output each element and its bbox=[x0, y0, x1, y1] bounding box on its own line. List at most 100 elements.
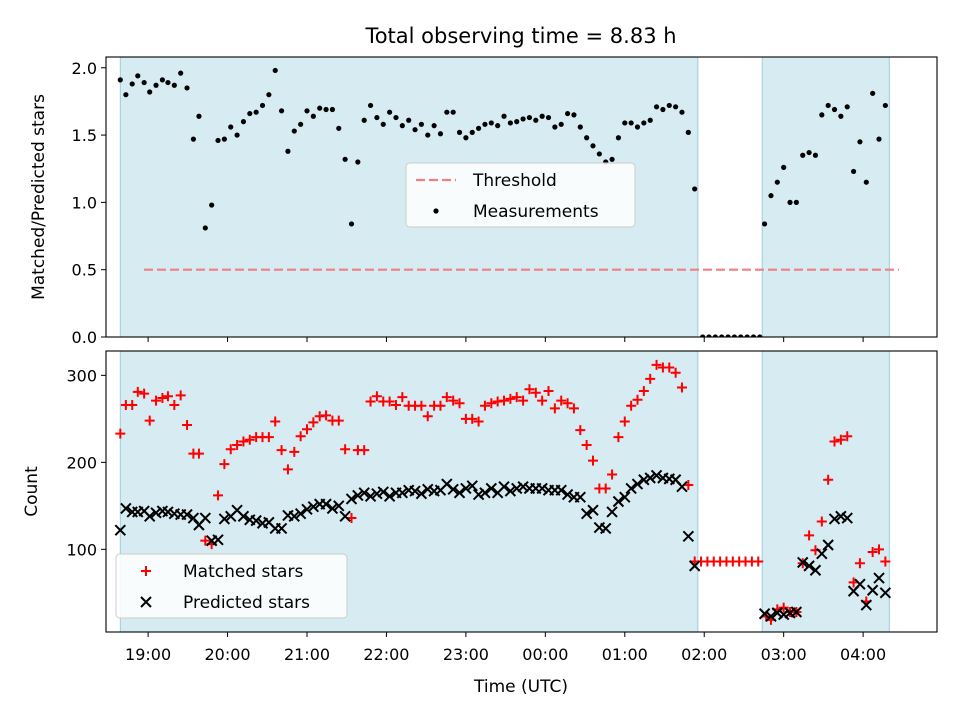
matched-stars-point bbox=[371, 391, 382, 402]
predicted-stars-point bbox=[250, 514, 262, 527]
matched-stars-point bbox=[182, 419, 193, 430]
predicted-stars-point bbox=[237, 510, 250, 523]
predicted-stars-point bbox=[879, 587, 892, 599]
measurements-point bbox=[571, 112, 577, 118]
x-tick-label: 01:00 bbox=[602, 645, 648, 664]
predicted-stars-point bbox=[511, 482, 523, 495]
measurements-point bbox=[323, 106, 329, 113]
measurements-point bbox=[558, 121, 564, 127]
y-tick-label: 200 bbox=[66, 453, 97, 472]
measurements-point bbox=[437, 131, 444, 137]
measurements-point bbox=[596, 151, 602, 157]
predicted-stars-point bbox=[600, 522, 612, 535]
measurements-point bbox=[653, 104, 660, 110]
measurements-point bbox=[819, 112, 825, 118]
measurements-point bbox=[153, 82, 159, 88]
measurements-point bbox=[215, 137, 221, 144]
matched-stars-point bbox=[676, 382, 687, 393]
measurements-point bbox=[147, 89, 153, 95]
predicted-stars-point bbox=[803, 560, 815, 572]
measurements-point bbox=[526, 114, 533, 121]
matched-stars-point bbox=[632, 394, 643, 405]
matched-stars-point bbox=[454, 398, 465, 409]
predicted-stars-point bbox=[650, 469, 663, 482]
predicted-stars-point bbox=[873, 572, 885, 584]
predicted-stars-point bbox=[339, 510, 351, 523]
matched-stars-point bbox=[162, 391, 173, 402]
measurements-point bbox=[615, 135, 622, 141]
matched-stars-point bbox=[448, 395, 459, 406]
measurements-point bbox=[679, 109, 685, 115]
counts-axes-frame bbox=[105, 350, 938, 633]
predicted-stars-point bbox=[574, 491, 586, 503]
predicted-stars-point bbox=[638, 474, 650, 486]
measurements-point bbox=[774, 179, 780, 185]
measurements-point bbox=[488, 120, 494, 126]
matched-stars-point bbox=[568, 403, 579, 414]
measurements-point bbox=[768, 193, 774, 199]
predicted-stars-point bbox=[625, 482, 637, 495]
predicted-stars-point bbox=[580, 507, 593, 520]
matched-stars-point bbox=[619, 416, 630, 427]
measurements-point bbox=[666, 102, 672, 109]
matched-stars-point bbox=[232, 439, 243, 450]
x-axis-label: Time (UTC) bbox=[473, 677, 568, 697]
measurements-point bbox=[787, 199, 793, 205]
measurements-point bbox=[692, 186, 698, 192]
matched-stars-point bbox=[518, 395, 529, 406]
legend-box bbox=[115, 553, 348, 619]
legend-matched-stars-swatch bbox=[141, 566, 151, 576]
counts-legend: Matched stars Predicted stars bbox=[115, 553, 348, 619]
matched-stars-point bbox=[835, 434, 846, 445]
measurements-point bbox=[259, 102, 266, 109]
matched-stars-point bbox=[132, 386, 143, 397]
measurements-point bbox=[725, 334, 731, 337]
measurements-point bbox=[545, 114, 552, 121]
predicted-stars-point bbox=[212, 534, 224, 546]
x-tick-label: 23:00 bbox=[443, 645, 489, 664]
matched-stars-point bbox=[390, 399, 401, 410]
x-tick-label: 00:00 bbox=[522, 645, 568, 664]
predicted-stars-point bbox=[816, 547, 828, 560]
predicted-stars-point bbox=[790, 606, 803, 618]
predicted-stars-point bbox=[619, 491, 631, 503]
measurements-point bbox=[475, 125, 482, 131]
matched-stars-point bbox=[664, 362, 675, 373]
x-tick-label: 21:00 bbox=[284, 645, 330, 664]
predicted-stars-point bbox=[498, 481, 510, 493]
observing-window bbox=[761, 350, 890, 633]
predicted-stars-point bbox=[294, 507, 307, 520]
matched-stars-point bbox=[829, 436, 840, 447]
measurements-point bbox=[165, 79, 171, 86]
measurements-point bbox=[196, 113, 202, 119]
measurements-point bbox=[700, 334, 706, 337]
predicted-stars-point bbox=[409, 485, 421, 497]
measurements-point bbox=[387, 109, 393, 115]
y-tick-label: 300 bbox=[66, 366, 97, 385]
matched-stars-point bbox=[175, 390, 186, 401]
measurements-point bbox=[412, 127, 418, 133]
measurements-point bbox=[304, 108, 310, 114]
y-tick-label: 100 bbox=[66, 540, 97, 559]
y-tick-label: 1.0 bbox=[72, 193, 97, 212]
matched-stars-point bbox=[651, 359, 662, 370]
predicted-stars-point bbox=[854, 578, 866, 590]
measurements-point bbox=[850, 168, 857, 175]
matched-stars-point bbox=[588, 455, 599, 466]
matched-stars-point bbox=[581, 439, 592, 450]
measurements-point bbox=[552, 124, 558, 130]
matched-stars-point bbox=[157, 392, 168, 403]
matched-stars-point bbox=[219, 459, 230, 470]
matched-stars-point bbox=[562, 398, 573, 409]
measurements-point bbox=[247, 110, 253, 117]
measurements-point bbox=[431, 123, 437, 129]
predicted-stars-point bbox=[377, 486, 389, 498]
predicted-stars-point bbox=[676, 481, 688, 493]
measurements-point bbox=[712, 334, 718, 337]
measurements-point bbox=[228, 124, 234, 130]
legend-label: Measurements bbox=[473, 202, 599, 222]
matched-stars-point bbox=[225, 444, 236, 455]
measurements-point bbox=[825, 102, 831, 109]
observing-window bbox=[761, 56, 890, 338]
predicted-stars-point bbox=[758, 608, 771, 620]
